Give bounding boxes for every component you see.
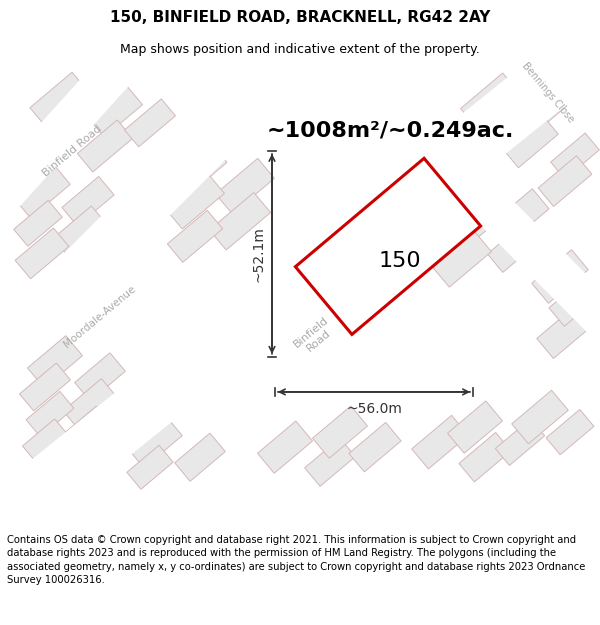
Polygon shape — [532, 250, 588, 303]
Polygon shape — [14, 200, 62, 246]
Polygon shape — [459, 432, 511, 482]
Polygon shape — [0, 0, 600, 586]
Polygon shape — [77, 120, 133, 172]
Polygon shape — [546, 409, 594, 455]
Polygon shape — [336, 51, 600, 381]
Polygon shape — [439, 172, 501, 231]
Polygon shape — [349, 422, 401, 472]
Polygon shape — [436, 204, 494, 259]
Polygon shape — [74, 352, 125, 401]
Text: Moordale-Avenue: Moordale-Avenue — [62, 284, 138, 349]
Polygon shape — [59, 406, 110, 454]
Polygon shape — [491, 189, 549, 244]
Polygon shape — [512, 390, 568, 444]
Polygon shape — [26, 391, 74, 437]
Polygon shape — [0, 52, 135, 245]
Polygon shape — [461, 73, 520, 129]
Polygon shape — [175, 433, 226, 481]
Polygon shape — [336, 51, 600, 381]
Polygon shape — [305, 438, 355, 486]
Text: Contains OS data © Crown copyright and database right 2021. This information is : Contains OS data © Crown copyright and d… — [7, 535, 586, 585]
Text: 150: 150 — [379, 251, 421, 271]
Polygon shape — [15, 228, 69, 279]
Polygon shape — [22, 419, 68, 461]
Text: 150, BINFIELD ROAD, BRACKNELL, RG42 2AY: 150, BINFIELD ROAD, BRACKNELL, RG42 2AY — [110, 10, 490, 25]
Polygon shape — [62, 176, 114, 226]
Polygon shape — [167, 210, 223, 262]
Polygon shape — [0, 52, 135, 245]
Polygon shape — [127, 445, 173, 489]
Polygon shape — [30, 72, 90, 129]
Polygon shape — [551, 133, 599, 179]
Polygon shape — [313, 406, 368, 458]
Text: ~52.1m: ~52.1m — [252, 226, 266, 282]
Polygon shape — [538, 156, 592, 206]
Polygon shape — [163, 141, 227, 201]
Text: Binfield Road: Binfield Road — [41, 124, 103, 179]
Polygon shape — [0, 0, 367, 429]
Polygon shape — [88, 84, 143, 137]
Polygon shape — [448, 401, 503, 453]
Polygon shape — [20, 363, 70, 411]
Polygon shape — [215, 158, 274, 214]
Polygon shape — [0, 0, 600, 586]
Text: Bennings Close: Bennings Close — [520, 61, 576, 125]
Polygon shape — [0, 0, 367, 429]
Polygon shape — [28, 336, 83, 388]
Polygon shape — [412, 416, 468, 469]
Text: Map shows position and indicative extent of the property.: Map shows position and indicative extent… — [120, 42, 480, 56]
Polygon shape — [14, 164, 70, 218]
Polygon shape — [125, 99, 175, 147]
Polygon shape — [513, 88, 567, 138]
Polygon shape — [53, 206, 107, 257]
Polygon shape — [209, 192, 271, 250]
Polygon shape — [549, 277, 600, 326]
Polygon shape — [128, 416, 182, 468]
Polygon shape — [537, 305, 593, 359]
Text: ~1008m²/~0.249ac.: ~1008m²/~0.249ac. — [266, 121, 514, 141]
Polygon shape — [433, 232, 491, 287]
Text: ~56.0m: ~56.0m — [346, 402, 402, 416]
Polygon shape — [150, 542, 500, 582]
Polygon shape — [166, 173, 224, 229]
Polygon shape — [496, 419, 545, 466]
Polygon shape — [502, 114, 558, 168]
Polygon shape — [487, 221, 542, 272]
Polygon shape — [30, 112, 80, 159]
Polygon shape — [63, 379, 117, 429]
Polygon shape — [295, 158, 481, 334]
Text: Binfield
Road: Binfield Road — [292, 315, 338, 358]
Polygon shape — [257, 421, 313, 473]
